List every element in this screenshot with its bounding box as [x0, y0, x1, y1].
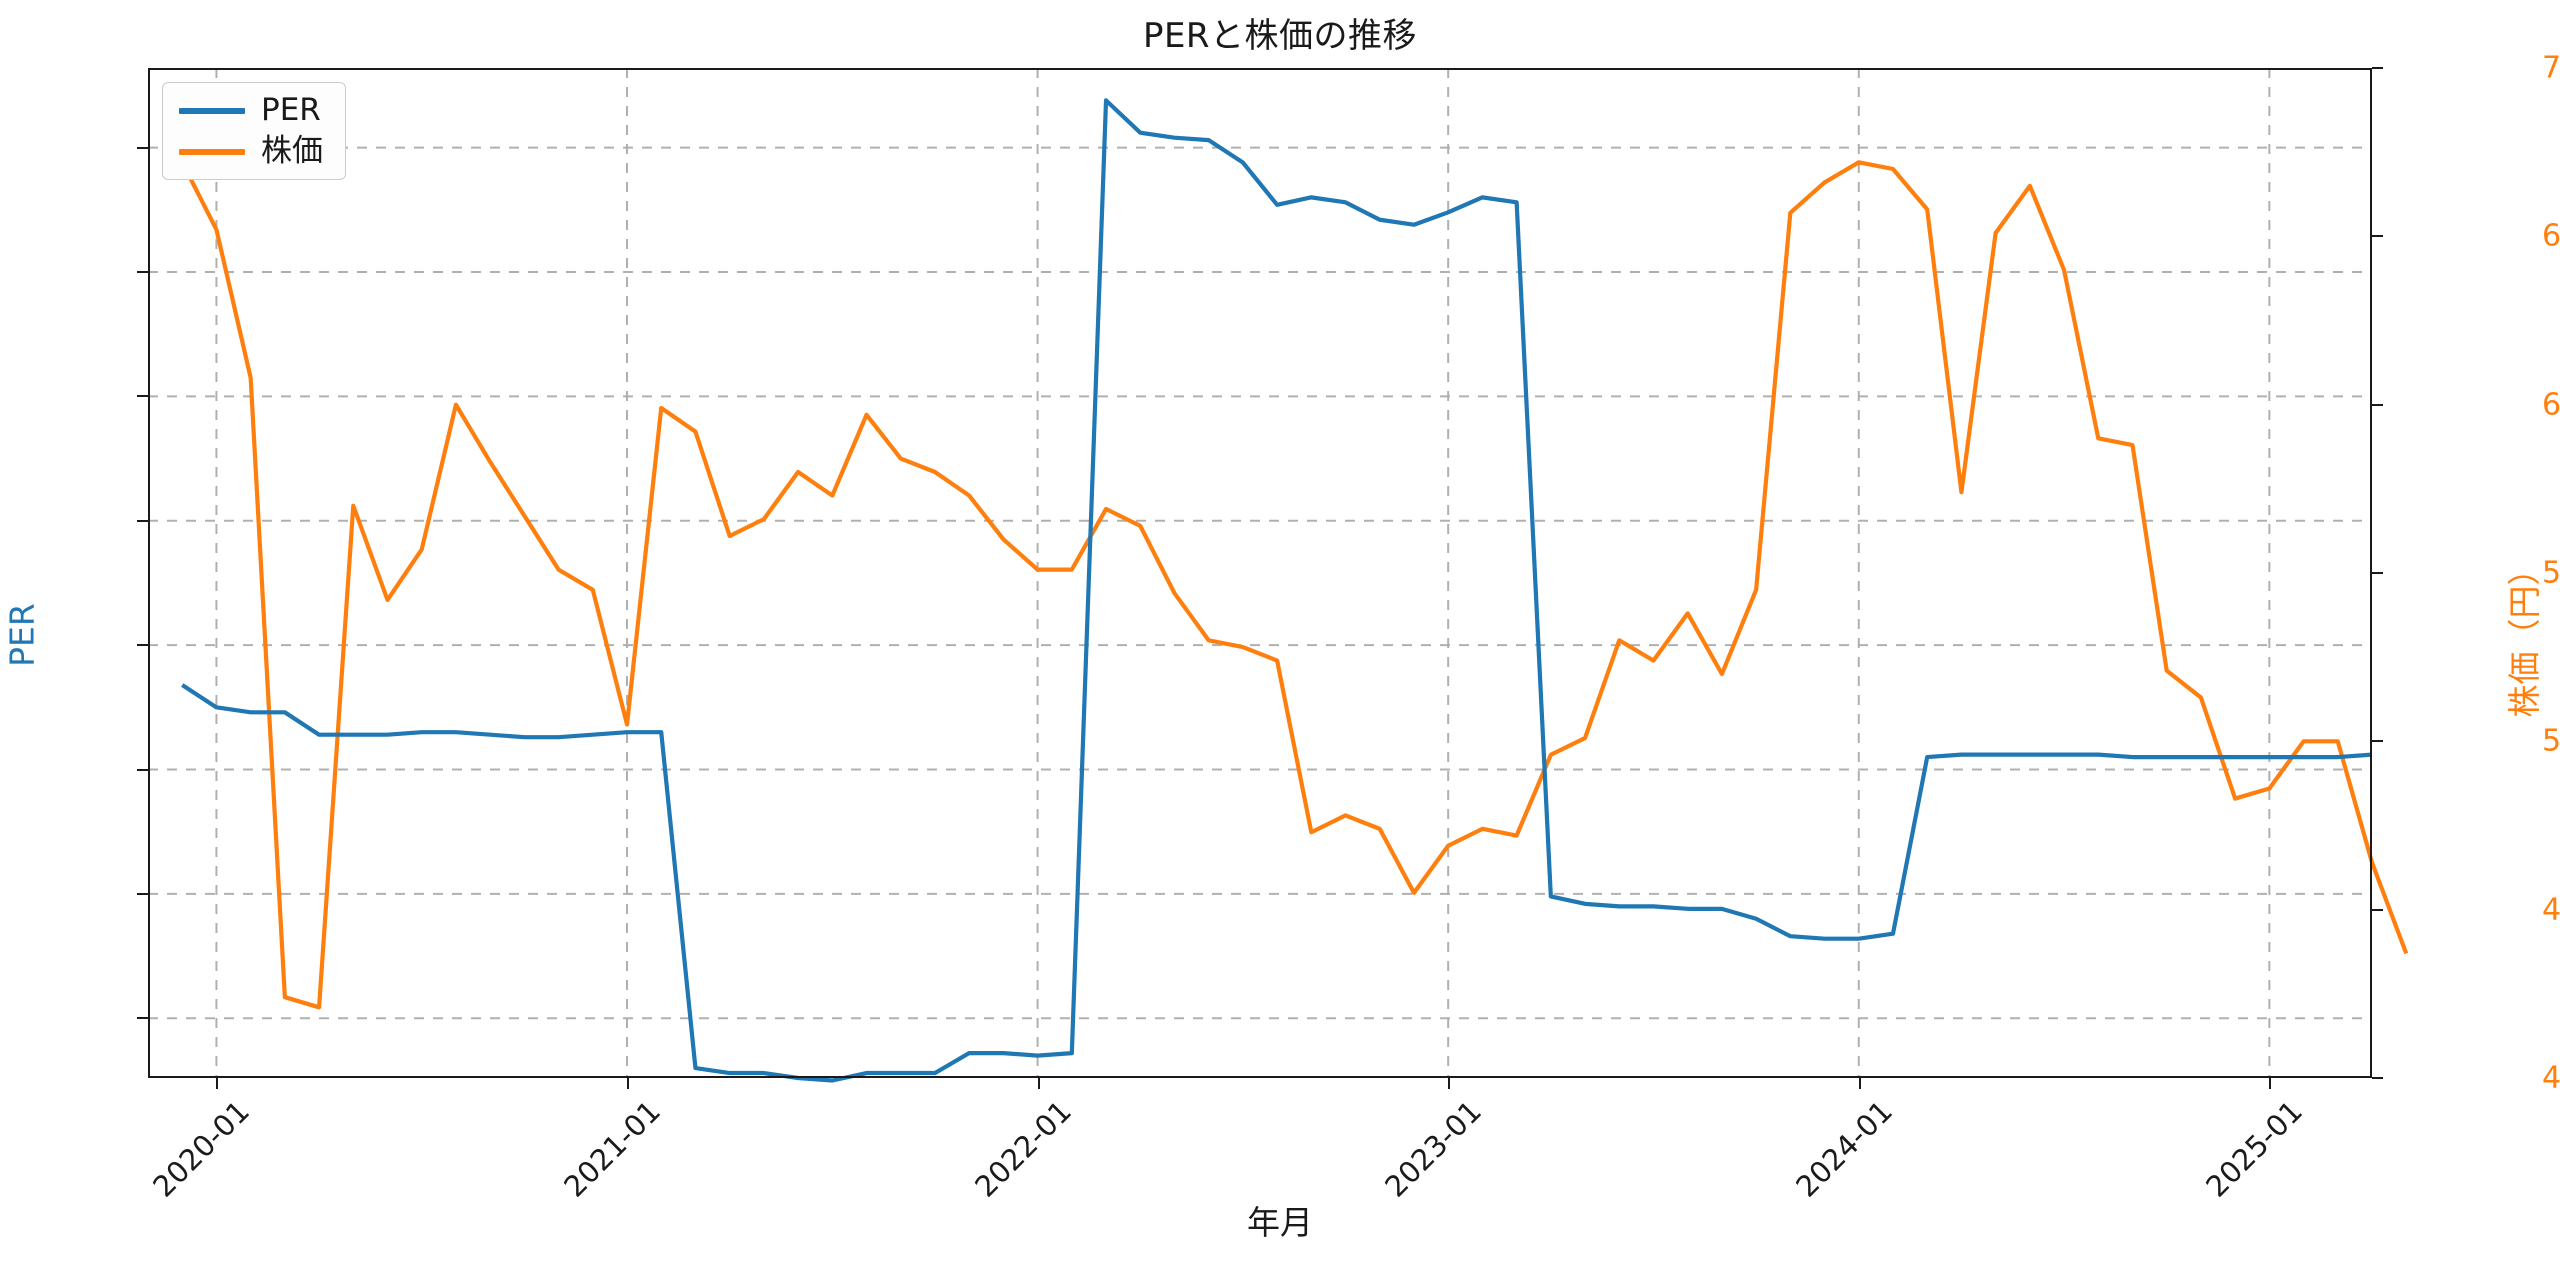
series-line-PER: [182, 100, 2372, 1080]
x-axis-tick: 2023-01: [1378, 1094, 1489, 1204]
y-axis-right-tick: 400: [2542, 1060, 2560, 1096]
legend-swatch-icon: [179, 148, 245, 155]
x-axis-tick: 2025-01: [2199, 1094, 2310, 1204]
y-axis-right-tickmark: [2372, 572, 2383, 574]
plot-area: 1251007550250−25−50700650600550500450400…: [137, 51, 2560, 1204]
y-axis-right-tick: 650: [2542, 218, 2560, 254]
x-axis-tick: 2022-01: [967, 1094, 1078, 1204]
x-axis-tickmark: [2269, 1078, 2272, 1089]
legend: PER 株価: [162, 82, 346, 180]
y-axis-right-tick: 500: [2542, 723, 2560, 759]
legend-item: 株価: [179, 136, 323, 167]
y-axis-left-tickmark: [137, 146, 148, 149]
grid-lines: [148, 68, 2372, 1078]
y-axis-right-tickmark: [2372, 908, 2383, 911]
x-axis-tickmark: [627, 1078, 629, 1089]
y-axis-right-tickmark: [2372, 67, 2383, 69]
x-axis-tickmark: [1448, 1078, 1451, 1089]
y-axis-right-label: 株価（円）: [2505, 552, 2544, 717]
legend-swatch-icon: [179, 107, 245, 114]
series-line-株価: [182, 162, 2406, 1007]
legend-item: PER: [179, 95, 323, 126]
legend-label: PER: [261, 92, 321, 128]
y-axis-left-tickmark: [137, 768, 148, 771]
data-series-layer: [148, 68, 2372, 1078]
y-axis-left-tickmark: [137, 1017, 148, 1020]
y-axis-right-tick: 700: [2542, 50, 2560, 86]
y-axis-left-tickmark: [137, 270, 148, 273]
y-axis-right-tickmark: [2372, 235, 2383, 238]
x-axis-tickmark: [1858, 1078, 1861, 1089]
x-axis-tick: 2020-01: [146, 1094, 257, 1204]
y-axis-right-tick: 450: [2542, 892, 2560, 928]
x-axis-label: 年月: [1247, 1203, 1313, 1242]
y-axis-right-tickmark: [2372, 740, 2383, 743]
y-axis-right-tickmark: [2372, 1077, 2383, 1079]
page-title: PERと株価の推移: [1142, 16, 1418, 56]
y-axis-left-tickmark: [137, 395, 148, 398]
y-axis-right-tick: 550: [2542, 555, 2560, 591]
y-axis-left-tickmark: [137, 892, 148, 895]
y-axis-left-tickmark: [137, 644, 148, 647]
y-axis-right-tick: 600: [2542, 387, 2560, 423]
x-axis-tickmark: [1037, 1078, 1040, 1089]
legend-label: 株価: [261, 133, 323, 169]
x-axis-tick: 2024-01: [1789, 1094, 1899, 1204]
y-axis-right-tickmark: [2372, 403, 2383, 406]
y-axis-left-tickmark: [137, 519, 148, 522]
x-axis-tickmark: [216, 1078, 219, 1089]
y-axis-left-label: PER: [2, 602, 42, 667]
x-axis-tick: 2021-01: [557, 1094, 668, 1204]
